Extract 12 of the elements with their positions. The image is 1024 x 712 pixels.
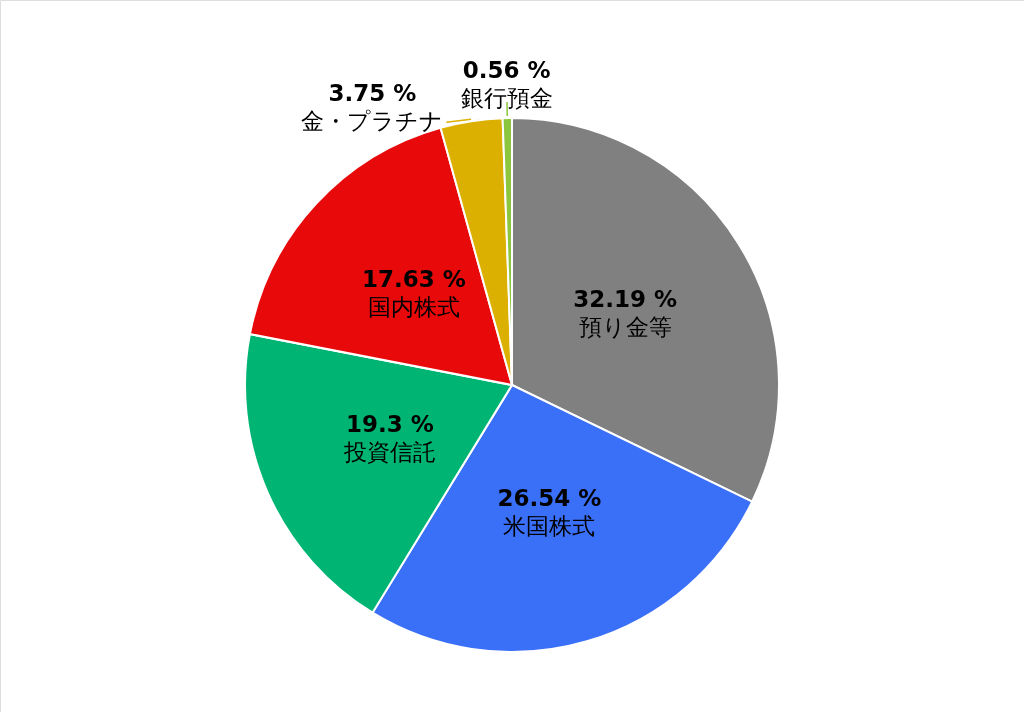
slice-label: 金・プラチナ	[301, 108, 444, 135]
data-label: 19.3 %	[345, 410, 434, 437]
data-label: 26.54 %	[497, 485, 602, 512]
data-label: 0.56 %	[462, 57, 551, 84]
data-label: 32.19 %	[573, 286, 678, 313]
slice-label: 銀行預金	[460, 85, 553, 112]
data-label: 3.75 %	[328, 80, 417, 107]
slice-label: 預り金等	[578, 314, 672, 341]
slice-label: 投資信託	[342, 438, 436, 465]
data-label: 17.63 %	[362, 266, 466, 293]
slice-label: 国内株式	[367, 294, 460, 321]
slice-label: 米国株式	[503, 513, 596, 540]
